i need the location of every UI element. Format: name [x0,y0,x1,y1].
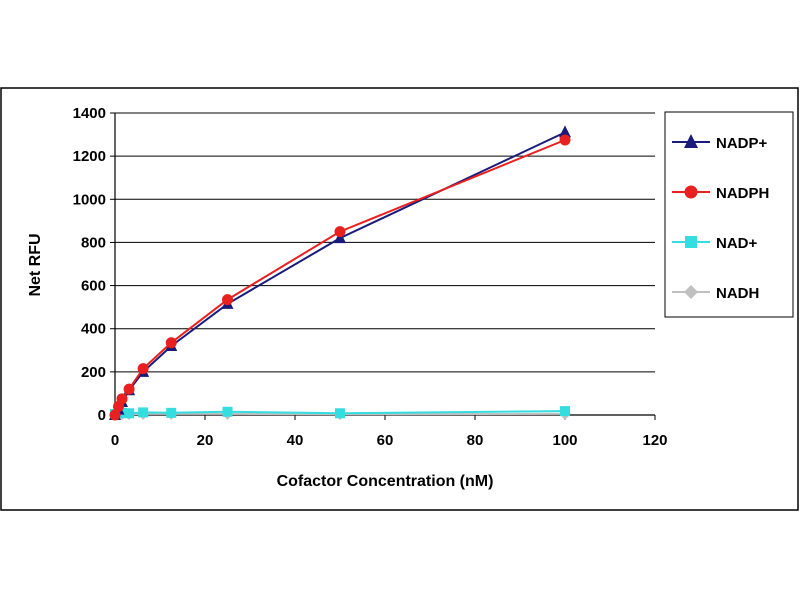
x-tick-label: 20 [197,432,214,449]
y-tick-label: 200 [81,364,106,381]
data-point-nadp-plus [559,125,571,138]
legend-label: NADH [716,285,759,302]
data-point-nad-plus [166,407,177,418]
legend-marker [684,285,698,299]
data-point-nadph [137,363,149,375]
legend-label: NAD+ [716,235,757,252]
legend-items: NADP+ NADPH NAD+ NADH [672,134,769,302]
data-point-nadph [109,409,121,421]
legend-marker [685,236,697,248]
y-tick-label: 0 [98,407,106,424]
y-axis-label: Net RFU [27,233,44,296]
x-tick-label: 0 [111,432,119,449]
legend-label: NADPH [716,185,769,202]
x-tick-label: 60 [377,432,394,449]
data-point-nad-plus [138,407,149,418]
data-point-nad-plus [124,408,135,419]
legend-marker [684,185,698,199]
y-tick-label: 1200 [73,148,106,165]
data-point-nad-plus [560,406,570,417]
data-point-nadph [222,294,233,306]
data-point-nadph [334,226,346,238]
y-tick-label: 600 [81,278,106,295]
legend-label: NADP+ [716,135,768,152]
data-point-nadph [559,134,571,146]
gridlines [115,112,655,373]
legend: NADP+ NADPH NAD+ NADH [664,111,794,318]
x-tick-label: 80 [467,432,484,449]
tick-labels: 0 200 400 600 800 1000 1200 1400 0 20 40 60 80 100 120 [73,105,668,449]
data-point-nadph [165,337,177,349]
x-tick-label: 40 [287,432,304,449]
data-point-nadph [116,393,128,405]
x-axis-label: Cofactor Concentration (nM) [277,473,494,490]
legend-marker [684,134,698,148]
x-tick-label: 120 [642,432,667,449]
data-point-nadph [123,383,135,395]
data-point-nad-plus [222,406,233,417]
y-tick-label: 1400 [73,105,106,122]
x-tick-label: 100 [552,432,577,449]
y-tick-label: 1000 [73,191,106,208]
series-layer [109,125,571,421]
y-tick-label: 400 [81,321,106,338]
y-tick-label: 800 [81,234,106,251]
data-point-nad-plus [335,408,345,419]
